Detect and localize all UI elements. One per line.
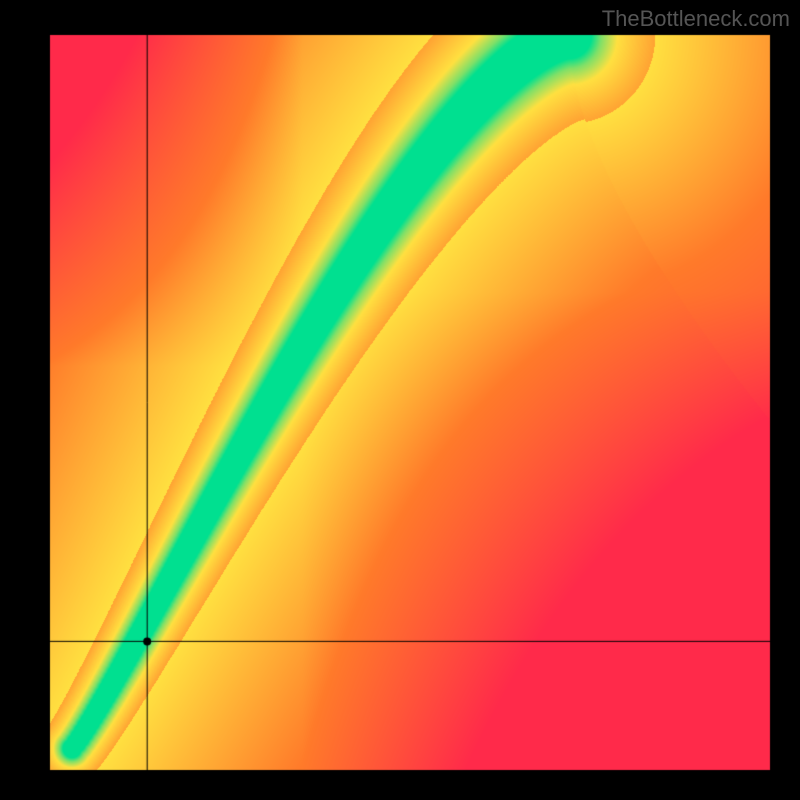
heatmap-canvas — [0, 0, 800, 800]
chart-container: TheBottleneck.com — [0, 0, 800, 800]
watermark-text: TheBottleneck.com — [602, 6, 790, 32]
